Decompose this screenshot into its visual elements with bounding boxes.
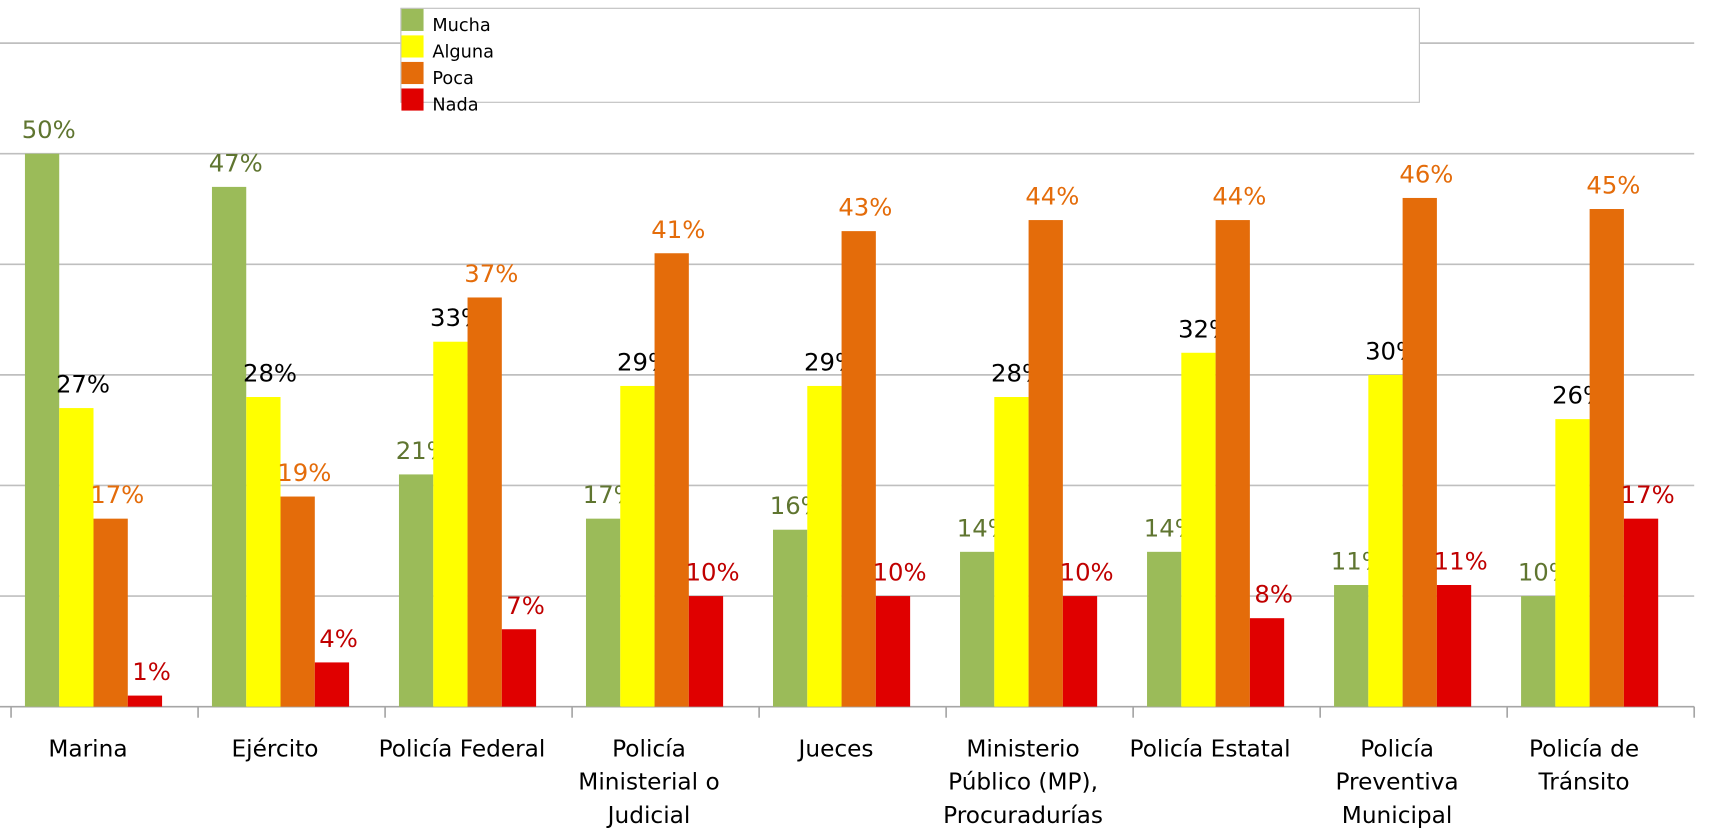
bar xyxy=(501,629,537,707)
bar xyxy=(960,551,995,707)
data-label: 8% xyxy=(1254,580,1293,609)
x-tick-label: Jueces xyxy=(798,735,874,762)
bar xyxy=(1402,197,1437,707)
bar xyxy=(433,341,468,707)
x-tick-label: Policía Preventiva Municipal xyxy=(1335,735,1459,829)
x-tick-label: Policía Federal xyxy=(378,735,546,762)
x-tick-label: Marina xyxy=(48,735,128,762)
data-label: 45% xyxy=(1586,171,1640,200)
data-label: 17% xyxy=(90,480,144,509)
legend-label: Poca xyxy=(432,67,474,89)
bar xyxy=(59,408,94,707)
bar xyxy=(1181,352,1216,707)
legend-label: Mucha xyxy=(432,14,491,36)
data-label: 4% xyxy=(319,624,358,653)
bar xyxy=(585,518,621,707)
legend-label: Alguna xyxy=(432,40,494,62)
bar xyxy=(467,297,502,707)
legend-swatch xyxy=(401,8,424,31)
bar xyxy=(398,474,434,707)
data-label: 1% xyxy=(132,657,171,686)
bar xyxy=(1555,419,1590,707)
legend-item: Alguna xyxy=(401,35,1418,62)
bar xyxy=(1215,220,1250,707)
data-label: 50% xyxy=(22,115,76,144)
legend-item: Mucha xyxy=(401,8,1418,36)
bar xyxy=(773,529,808,707)
legend: Mucha Alguna Poca Nada xyxy=(400,7,1420,115)
x-tick-label: Policía de Tránsito xyxy=(1529,735,1640,796)
bar xyxy=(1147,551,1182,707)
bar xyxy=(994,397,1029,707)
x-tick-label: Ministerio Público (MP), Procuradurías xyxy=(943,735,1104,829)
data-label: 19% xyxy=(277,458,331,487)
data-label: 10% xyxy=(686,558,740,587)
data-label: 43% xyxy=(838,193,892,222)
x-tick-label: Policía Estatal xyxy=(1129,735,1291,762)
bar xyxy=(807,385,842,707)
bar xyxy=(1028,220,1063,707)
bar xyxy=(1623,518,1659,707)
bar xyxy=(211,186,247,707)
data-label: 27% xyxy=(56,370,110,399)
bar xyxy=(1249,618,1285,707)
bar xyxy=(1368,374,1403,707)
bar xyxy=(654,253,689,707)
x-tick-label: Policía Ministerial o Judicial xyxy=(578,735,720,829)
legend-item: Poca xyxy=(401,61,1418,89)
bar xyxy=(93,518,128,707)
bar xyxy=(1334,585,1369,707)
bar xyxy=(280,496,315,707)
bar xyxy=(1521,596,1556,707)
bar xyxy=(688,596,724,707)
data-label: 47% xyxy=(209,148,263,177)
bar xyxy=(127,695,163,707)
data-label: 10% xyxy=(1060,558,1114,587)
bar xyxy=(314,662,350,707)
legend-swatch xyxy=(401,88,424,111)
x-tick-label: Ejército xyxy=(231,735,319,762)
data-label: 41% xyxy=(651,215,705,244)
data-label: 17% xyxy=(1621,480,1675,509)
data-label: 11% xyxy=(1434,547,1488,576)
bar xyxy=(1062,596,1098,707)
bar xyxy=(875,596,911,707)
data-label: 44% xyxy=(1212,182,1266,211)
legend-label: Nada xyxy=(432,93,479,116)
bar xyxy=(1589,209,1624,707)
legend-swatch xyxy=(401,61,424,85)
bar xyxy=(24,153,60,707)
bar xyxy=(246,397,281,707)
bar xyxy=(1436,585,1472,707)
data-label: 7% xyxy=(506,591,545,620)
data-label: 46% xyxy=(1399,159,1453,188)
data-label: 44% xyxy=(1025,182,1079,211)
data-label: 37% xyxy=(464,259,518,288)
data-label: 28% xyxy=(243,359,297,388)
data-label: 10% xyxy=(873,558,927,587)
bar xyxy=(841,231,876,707)
legend-item: Nada xyxy=(401,88,1418,115)
bar xyxy=(620,385,655,707)
legend-swatch xyxy=(401,35,424,58)
